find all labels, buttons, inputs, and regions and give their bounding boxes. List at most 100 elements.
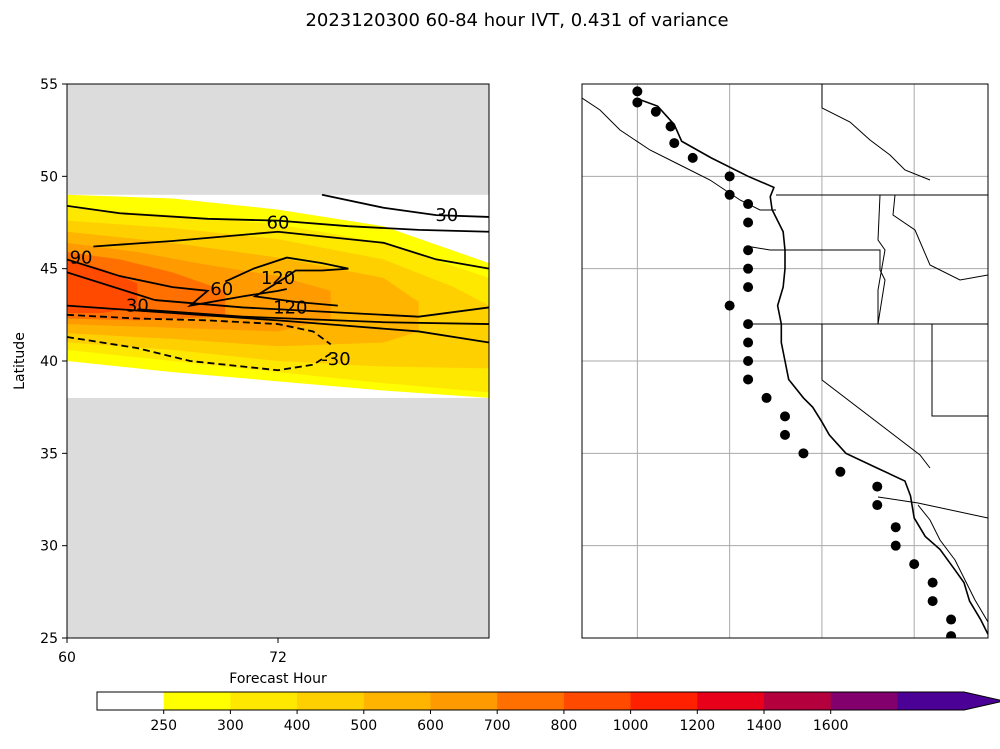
colorbar-segment [163,692,231,710]
colorbar: 250 300 400 500 600 700 800 1000 1200 1400 1600 [96,691,1000,734]
colorbar-tick-label: 700 [484,718,511,734]
contour-label: 30 [126,296,149,317]
x-tick-label: 72 [269,650,287,666]
y-axis: 25 30 35 40 45 50 55 [40,77,67,647]
colorbar-tick-label: 800 [551,718,578,734]
landfall-dot [743,263,754,274]
landfall-dot [743,356,754,366]
colorbar-segment [230,692,298,710]
contour-line [67,258,287,308]
colorbar-segment [563,692,632,710]
montana-border [892,194,988,281]
landfall-dot [780,411,790,422]
colorbar-segment [630,692,698,710]
landfall-dot [872,481,883,492]
y-tick-label: 45 [40,262,58,278]
x-axis-label: Forecast Hour [229,671,327,687]
map-frame [581,83,989,639]
contour-label: 120 [273,297,307,318]
contour-labels: 30 60 90 120 60 30 120 -30 [70,205,459,370]
landfall-dot [798,448,809,459]
colorbar-segment [830,692,898,710]
colorbar-segments [96,691,1000,711]
colorbar-ticks: 250 300 400 500 600 700 800 1000 1200 1400 1600 [150,710,849,734]
contour-line [67,313,332,346]
landfall-dot [743,245,754,256]
y-tick-label: 30 [40,539,58,555]
landfall-dot [665,121,676,132]
landfall-dot [632,97,643,108]
contour-line [137,308,489,325]
colorbar-tick-label: 1400 [746,718,782,734]
colorbar-segment [297,692,365,710]
landfall-dot [650,106,661,117]
landfall-dot [743,319,754,330]
landfall-dot [632,86,643,97]
landfall-dot [761,392,772,403]
contour-label: 90 [70,248,93,269]
contour-line [67,271,156,301]
colorbar-segment [97,692,165,710]
landfall-dot [743,217,754,228]
colorbar-extend-arrow [964,692,1000,710]
colorbar-segment [430,692,498,710]
gulf-of-california-coast [917,504,988,623]
colorbar-tick-label: 1000 [613,718,649,734]
contour-label: 60 [210,279,233,300]
ca-nv-border [821,324,931,469]
colorbar-outline [96,691,1000,711]
landfall-dot [724,189,735,200]
y-tick-label: 40 [40,354,58,370]
landfall-dot [872,500,883,511]
landfall-dot [927,596,938,607]
colorbar-segment [363,692,431,710]
landfall-dot [743,282,754,293]
contour-label: 60 [267,213,290,234]
x-axis: 60 72 [58,638,287,666]
colorbar-tick-label: 1200 [679,718,715,734]
landfall-dot [927,577,938,588]
landfall-points [632,86,957,638]
colorbar-tick-label: 500 [350,718,377,734]
landfall-dot [669,138,680,149]
y-tick-label: 35 [40,446,58,462]
landfall-dot [724,171,735,182]
figure-title: 2023120300 60-84 hour IVT, 0.431 of vari… [305,10,728,31]
map-panel [581,83,989,639]
island-coastline [582,97,776,211]
landfall-dot [780,429,790,440]
us-mexico-border [877,496,988,519]
contour-line [67,304,489,344]
contour-line [154,299,489,318]
colorbar-tick-label: 250 [150,718,177,734]
contour-line [67,336,332,372]
colorbar-tick-label: 600 [417,718,444,734]
colorbar-tick-label: 300 [217,718,244,734]
colorbar-segment [764,692,832,710]
landfall-dot [743,374,754,385]
contour-line [67,204,489,233]
y-axis-label: Latitude [12,332,28,390]
contour-line [224,256,349,307]
colorbar-segment [697,692,765,710]
contour-lines [67,193,489,372]
wa-or-border [745,245,886,325]
colorbar-tick-label: 1600 [813,718,849,734]
contour-label: 120 [261,268,295,289]
y-tick-label: 50 [40,169,58,185]
map-borders [582,84,988,623]
pacific-coastline [637,98,988,635]
landfall-dot [946,631,957,638]
x-tick-label: 60 [58,650,76,666]
contour-label: -30 [321,349,350,370]
colorbar-tick-label: 400 [284,718,311,734]
landfall-dot [890,522,901,533]
contour-line [321,193,489,218]
landfall-dot [835,466,846,477]
contour-label: 30 [435,205,458,226]
landfall-dot [946,614,957,625]
landfall-dot [743,337,754,348]
utah-border [931,324,988,417]
